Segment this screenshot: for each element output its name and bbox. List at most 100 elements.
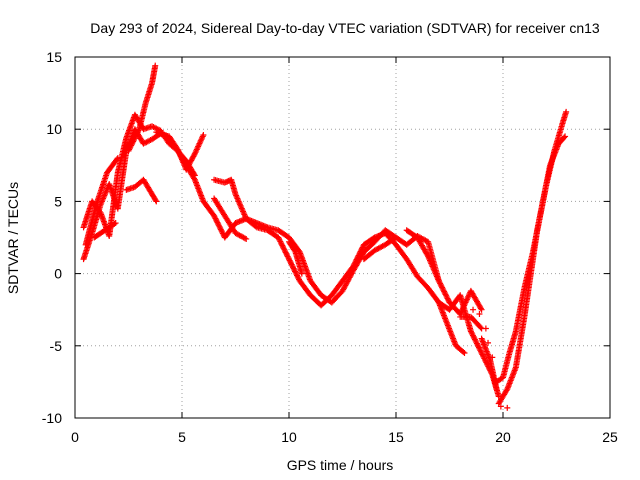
data-point xyxy=(460,348,467,355)
data-point xyxy=(294,272,301,279)
data-point xyxy=(279,242,286,249)
data-point xyxy=(444,295,451,302)
data-point xyxy=(291,266,298,273)
axis-ticks xyxy=(74,56,611,419)
data-track xyxy=(123,176,160,205)
data-point xyxy=(275,235,282,242)
data-point xyxy=(281,248,288,255)
data-point xyxy=(475,343,482,350)
data-point xyxy=(469,331,476,338)
data-point xyxy=(481,356,488,363)
data-point xyxy=(480,354,487,361)
data-point xyxy=(437,280,444,287)
data-point xyxy=(467,328,474,335)
data-point xyxy=(215,222,222,229)
data-track xyxy=(403,227,442,284)
y-tick-label: 10 xyxy=(46,121,62,137)
data-point xyxy=(135,127,142,134)
data-point xyxy=(504,404,511,411)
data-point xyxy=(437,281,444,288)
data-point xyxy=(112,220,119,227)
data-point xyxy=(358,245,365,252)
data-point xyxy=(298,270,305,277)
x-tick-label: 20 xyxy=(495,429,511,445)
data-point xyxy=(214,219,221,226)
data-track xyxy=(91,220,119,241)
data-point xyxy=(290,264,297,271)
data-point xyxy=(479,352,486,359)
data-track xyxy=(435,299,468,357)
data-point xyxy=(461,350,468,357)
data-point xyxy=(482,325,489,332)
data-point xyxy=(284,253,291,260)
data-point xyxy=(216,223,223,230)
data-point xyxy=(295,275,302,282)
data-point xyxy=(294,273,301,280)
data-point xyxy=(475,344,482,351)
data-point xyxy=(443,294,450,301)
data-point xyxy=(278,241,285,248)
data-point xyxy=(468,329,475,336)
data-point xyxy=(441,290,448,297)
data-point xyxy=(359,244,366,251)
data-point xyxy=(152,62,159,69)
plot-frame xyxy=(74,56,611,419)
data-point xyxy=(481,355,488,362)
data-point xyxy=(477,347,484,354)
data-point xyxy=(280,245,287,252)
data-track xyxy=(211,195,250,242)
data-point xyxy=(473,340,480,347)
data-point xyxy=(469,332,476,339)
data-point xyxy=(129,139,136,146)
data-point xyxy=(293,271,300,278)
y-tick-labels: -10 -5 0 5 10 15 xyxy=(42,49,62,426)
data-point xyxy=(478,350,485,357)
data-point xyxy=(440,287,447,294)
data-point xyxy=(275,234,282,241)
data-point xyxy=(126,146,133,153)
data-point xyxy=(503,387,510,394)
data-point xyxy=(436,279,443,286)
data-point xyxy=(477,348,484,355)
data-track xyxy=(286,238,305,277)
data-point xyxy=(435,277,442,284)
data-point xyxy=(289,262,296,269)
data-point xyxy=(563,108,570,115)
data-point xyxy=(285,254,292,261)
x-axis-label: GPS time / hours xyxy=(287,457,394,473)
data-point xyxy=(130,137,137,144)
data-point xyxy=(279,243,286,250)
data-point xyxy=(493,386,500,393)
data-point xyxy=(485,339,492,346)
data-point xyxy=(497,403,504,410)
data-point xyxy=(489,354,496,361)
data-point xyxy=(114,155,121,162)
data-track xyxy=(478,335,500,393)
data-point xyxy=(438,283,445,290)
data-point xyxy=(213,218,220,225)
data-point xyxy=(127,143,134,150)
data-point xyxy=(292,269,299,276)
data-point xyxy=(212,215,219,222)
data-point xyxy=(471,336,478,343)
data-point xyxy=(128,141,135,148)
data-point xyxy=(134,130,141,137)
data-point xyxy=(476,345,483,352)
data-point xyxy=(241,235,248,242)
data-point xyxy=(483,359,490,366)
data-point xyxy=(130,138,137,145)
data-point xyxy=(439,284,446,291)
data-track xyxy=(82,155,121,248)
data-point xyxy=(243,235,250,242)
data-point xyxy=(290,265,297,272)
data-track xyxy=(125,62,159,154)
data-point xyxy=(132,134,139,141)
data-point xyxy=(134,128,141,135)
y-tick-label: 0 xyxy=(54,266,62,282)
x-tick-label: 15 xyxy=(388,429,404,445)
outlier-points xyxy=(470,306,511,411)
y-axis-label: SDTVAR / TECUs xyxy=(5,182,21,294)
data-point xyxy=(215,220,222,227)
data-point xyxy=(218,227,225,234)
